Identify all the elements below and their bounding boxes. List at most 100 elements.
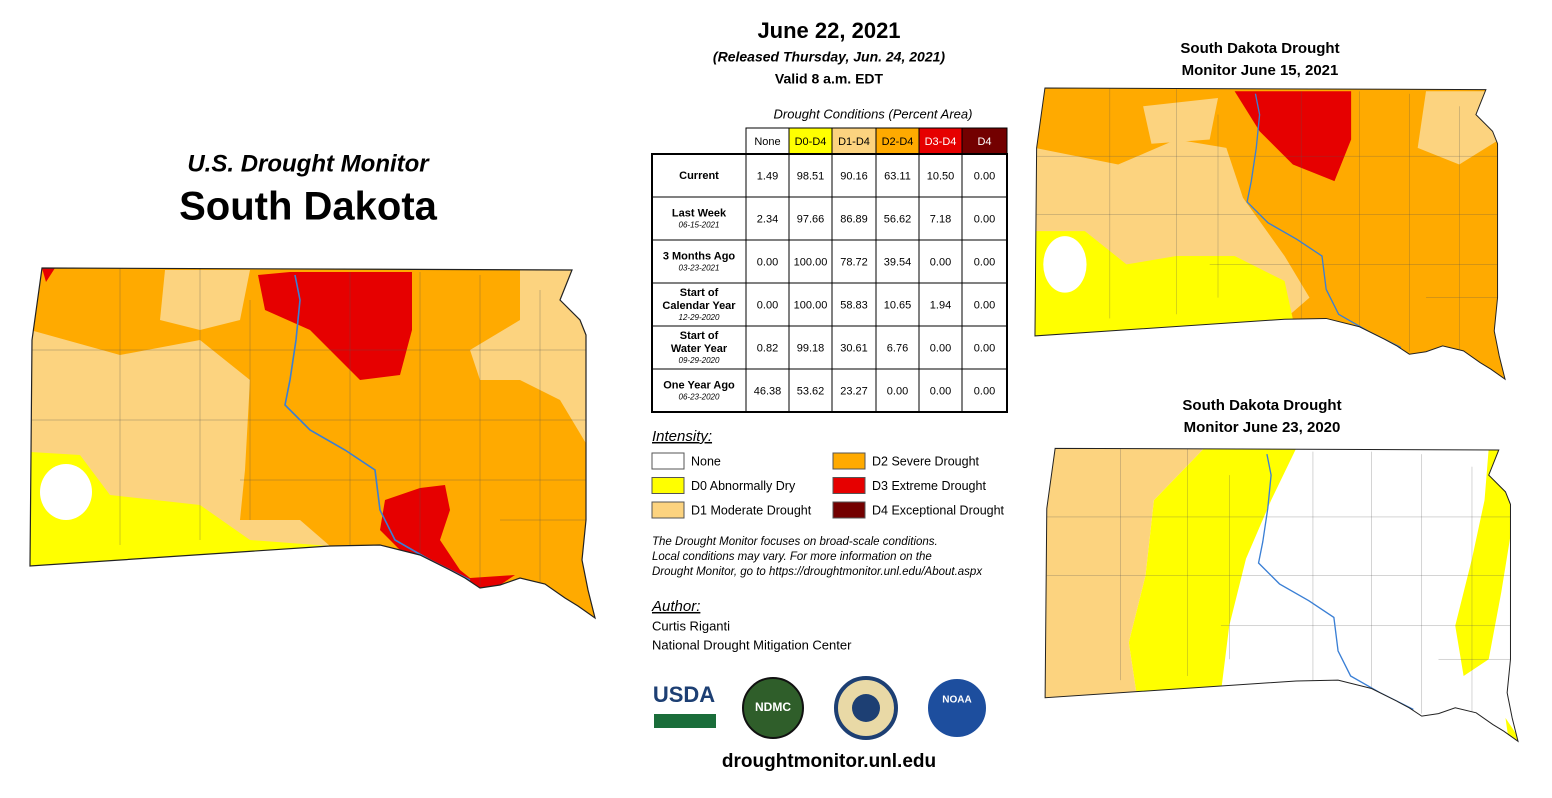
author: Curtis Riganti National Drought Mitigatio… — [652, 618, 852, 652]
legend-swatch — [651, 477, 685, 494]
note-line: The Drought Monitor focuses on broad-sca… — [652, 536, 938, 548]
cell-value: 46.38 — [754, 385, 782, 397]
row-label-cell — [651, 196, 747, 241]
row-date: 09-29-2020 — [679, 356, 720, 365]
column-header-cell — [961, 127, 1008, 155]
row-label-cell — [651, 282, 747, 327]
cell-value: 30.61 — [840, 342, 868, 354]
cell-value: 0.00 — [974, 213, 995, 225]
cell — [918, 196, 963, 241]
cell — [961, 239, 1008, 284]
legend: Intensity: None D0 Abnormally Dry D1 Moder… — [651, 428, 1005, 519]
cell-value: 58.83 — [840, 299, 868, 311]
released: (Released Thursday, Jun. 24, 2021) — [713, 49, 945, 65]
note: The Drought Monitor focuses on broad-sca… — [652, 536, 983, 578]
column-header: D3-D4 — [925, 136, 957, 148]
cell-value: 0.82 — [757, 342, 778, 354]
logo-ndmc-circle — [742, 677, 804, 739]
cell — [745, 239, 790, 284]
cell-value: 0.00 — [757, 299, 778, 311]
cell-value: 0.00 — [757, 256, 778, 268]
cell-value: 0.00 — [974, 342, 995, 354]
legend-swatch — [651, 501, 685, 519]
note-line: Drought Monitor, go to https://droughtmo… — [652, 566, 983, 578]
author-line: National Drought Mitigation Center — [652, 637, 852, 652]
cell — [918, 368, 963, 413]
valid: Valid 8 a.m. EDT — [775, 71, 884, 87]
cell-value: 0.00 — [974, 170, 995, 182]
cell-value: 97.66 — [797, 213, 825, 225]
cell-value: 0.00 — [974, 256, 995, 268]
cell — [831, 368, 877, 413]
row-label: Calendar Year — [662, 300, 736, 312]
cell-value: 56.62 — [884, 213, 912, 225]
map-subtitle: U.S. Drought Monitor — [187, 150, 430, 177]
row-date: 12-29-2020 — [679, 313, 720, 322]
legend-swatch — [832, 501, 866, 519]
cell — [788, 239, 833, 284]
cell-value: 1.94 — [930, 299, 951, 311]
column-header: D4 — [977, 136, 991, 148]
cell-value: 39.54 — [884, 256, 912, 268]
cell — [831, 282, 877, 327]
cell-value: 0.00 — [930, 342, 951, 354]
cell-value: 98.51 — [797, 170, 825, 182]
table-border — [651, 153, 1008, 413]
logo-doc-inner — [852, 694, 880, 722]
table: None D0-D4 D1-D4 D2-D4 D3-D4 D4 Current 1.49 98.… — [651, 127, 1008, 413]
logo-noaa-circle — [926, 677, 988, 739]
cell — [788, 196, 833, 241]
column-header-cell — [788, 127, 833, 155]
table-caption: Drought Conditions (Percent Area) — [774, 106, 973, 121]
date: June 22, 2021 — [757, 18, 900, 43]
cell-value: 1.49 — [757, 170, 778, 182]
cell-value: 10.50 — [927, 170, 955, 182]
inset-map-2020 — [1044, 447, 1519, 742]
logos: USDA NDMC NOAA — [653, 676, 988, 740]
row-label: 3 Months Ago — [663, 250, 736, 262]
inset-title: South Dakota Drought — [1180, 40, 1339, 57]
legend-label: D0 Abnormally Dry — [691, 479, 796, 493]
cell-value: 86.89 — [840, 213, 868, 225]
cell — [745, 282, 790, 327]
row-label: Current — [679, 170, 719, 182]
column-header: None — [754, 136, 780, 148]
cell — [745, 325, 790, 370]
row-date: 06-23-2020 — [679, 393, 720, 402]
column-header: D1-D4 — [838, 136, 870, 148]
legend-label: D1 Moderate Drought — [691, 503, 812, 517]
row-date: 06-15-2021 — [679, 221, 720, 230]
cell — [918, 325, 963, 370]
cell-value: 10.65 — [884, 299, 912, 311]
logo-ndmc: NDMC — [755, 700, 791, 714]
legend-label: D3 Extreme Drought — [872, 479, 986, 493]
legend-title: Intensity: — [652, 428, 712, 445]
legend-label: D4 Exceptional Drought — [872, 503, 1005, 517]
logo-usda: USDA — [653, 682, 715, 707]
cell — [831, 153, 877, 198]
legend-label: None — [691, 454, 721, 468]
cell — [875, 368, 920, 413]
cell — [918, 153, 963, 198]
legend-swatch — [832, 477, 866, 494]
cell-value: 0.00 — [930, 256, 951, 268]
cell-value: 7.18 — [930, 213, 951, 225]
author-line: Curtis Riganti — [652, 618, 730, 633]
cell-value: 53.62 — [797, 385, 825, 397]
cell-value: 63.11 — [884, 170, 911, 182]
main-map — [29, 267, 596, 619]
row-label: Start of — [680, 287, 719, 299]
cell — [788, 325, 833, 370]
legend-label: D2 Severe Drought — [872, 454, 980, 468]
cell-value: 90.16 — [840, 170, 868, 182]
inset-title: Monitor June 23, 2020 — [1184, 419, 1341, 436]
row-label-cell — [651, 239, 747, 284]
cell — [745, 368, 790, 413]
cell — [961, 368, 1008, 413]
inset-title: South Dakota Drought — [1182, 397, 1341, 414]
usda-stripe — [654, 714, 716, 728]
row-label: Water Year — [671, 343, 728, 355]
cell — [875, 325, 920, 370]
cell-value: 0.00 — [974, 385, 995, 397]
cell — [745, 153, 790, 198]
